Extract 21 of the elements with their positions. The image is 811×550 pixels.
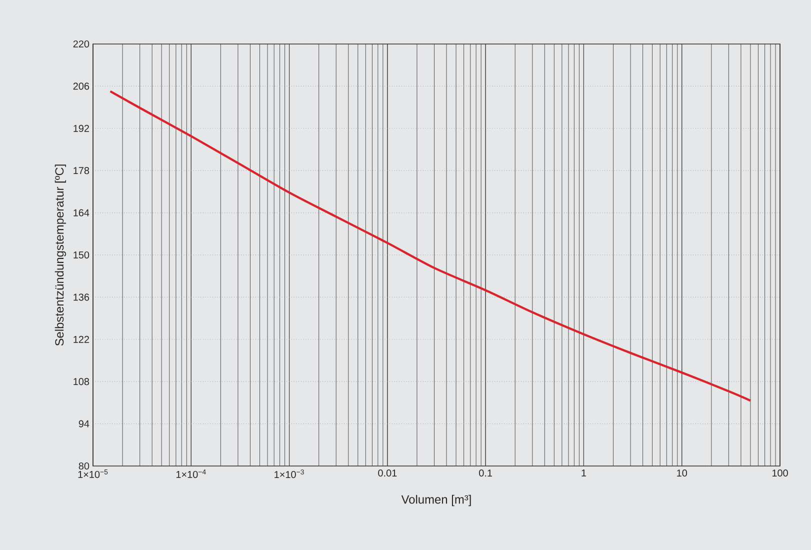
y-tick-label: 164 xyxy=(74,209,90,216)
y-tick-label: 136 xyxy=(74,294,90,301)
y-tick-label: 108 xyxy=(74,378,90,386)
x-tick-label: 1×10$^{−4}$ xyxy=(176,470,206,478)
y-tick-label: 178 xyxy=(74,167,90,174)
x-tick-label: 100 xyxy=(772,470,788,477)
y-tick-label: 192 xyxy=(74,124,89,132)
x-tick-label: 10 xyxy=(677,470,688,477)
x-tick-label: 1×10$^{−5}$ xyxy=(78,470,108,478)
y-axis-title: Selbstentzündungstemperatur [ºC] xyxy=(54,164,66,346)
y-tick-label: 206 xyxy=(73,82,90,90)
y-tick-label: 150 xyxy=(74,251,90,259)
x-tick-label: 1×10$^{−3}$ xyxy=(274,470,304,478)
x-tick-label: 0.01 xyxy=(378,470,397,477)
y-tick-label: 220 xyxy=(73,40,90,48)
x-axis-title: Volumen [m³] xyxy=(401,494,471,506)
y-tick-label: 94 xyxy=(78,420,90,428)
x-tick-label: 1 xyxy=(582,470,586,476)
y-tick-label: 122 xyxy=(74,336,89,343)
y-tick-label: 80 xyxy=(78,462,90,470)
x-tick-label: 0.1 xyxy=(479,470,492,477)
